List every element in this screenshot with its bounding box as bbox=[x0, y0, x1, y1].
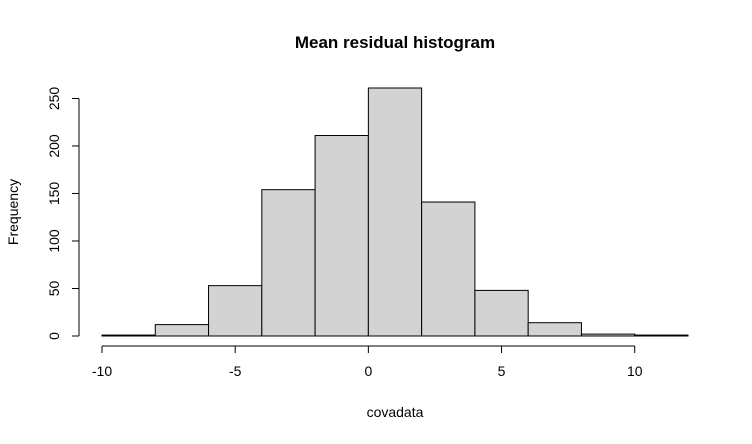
y-tick-label: 50 bbox=[46, 280, 62, 296]
histogram-bar bbox=[154, 324, 210, 337]
histogram-bar bbox=[367, 87, 423, 337]
histogram-bar bbox=[527, 322, 582, 337]
y-tick-label: 200 bbox=[46, 134, 62, 158]
histogram-bar bbox=[314, 135, 369, 337]
x-tick-label: -5 bbox=[229, 363, 242, 379]
y-tick-label: 100 bbox=[46, 229, 62, 253]
y-tick-label: 0 bbox=[46, 332, 62, 340]
bars-group bbox=[101, 87, 689, 337]
histogram-bar bbox=[474, 289, 529, 337]
y-axis-label: Frequency bbox=[5, 179, 21, 245]
histogram-bar bbox=[634, 334, 689, 337]
chart-title: Mean residual histogram bbox=[295, 33, 495, 52]
x-tick-label: 10 bbox=[627, 363, 643, 379]
x-axis: -10 -5 0 5 10 bbox=[92, 345, 643, 379]
y-tick-label: 250 bbox=[46, 87, 62, 111]
x-tick-label: 0 bbox=[364, 363, 372, 379]
x-tick-label: -10 bbox=[92, 363, 112, 379]
y-axis: 0 50 100 150 200 250 bbox=[46, 87, 80, 340]
histogram-bar bbox=[421, 201, 476, 337]
x-tick-label: 5 bbox=[498, 363, 506, 379]
x-axis-label: covadata bbox=[367, 404, 424, 420]
histogram-bar bbox=[101, 334, 156, 337]
histogram-bar bbox=[261, 189, 316, 337]
histogram-bar bbox=[208, 285, 263, 337]
histogram-bar bbox=[580, 333, 636, 337]
y-tick-label: 150 bbox=[46, 182, 62, 206]
